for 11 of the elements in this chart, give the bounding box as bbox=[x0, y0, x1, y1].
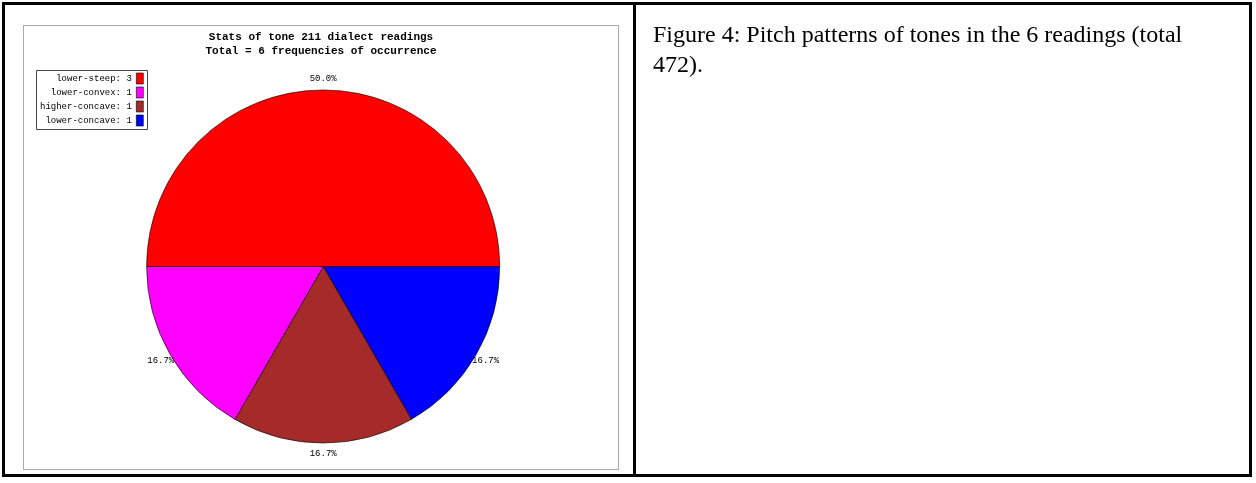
data-label: 16.7% bbox=[147, 355, 175, 366]
data-label: 16.7% bbox=[309, 449, 338, 460]
legend-label: lower-steep: 3 bbox=[56, 73, 132, 84]
data-label: 16.7% bbox=[472, 355, 500, 366]
legend-label: higher-concave: 1 bbox=[39, 101, 132, 112]
chart-subtitle: Total = 6 frequencies of occurrence bbox=[204, 44, 438, 58]
legend-label: lower-concave: 1 bbox=[45, 115, 132, 126]
data-label: 50.0% bbox=[309, 74, 338, 85]
chart-title: Stats of tone 211 dialect readings bbox=[207, 30, 435, 44]
legend-label: lower-convex: 1 bbox=[50, 87, 132, 98]
caption: Figure 4: Pitch patterns of tones in the 6 readings (total 472). bbox=[653, 20, 1184, 79]
